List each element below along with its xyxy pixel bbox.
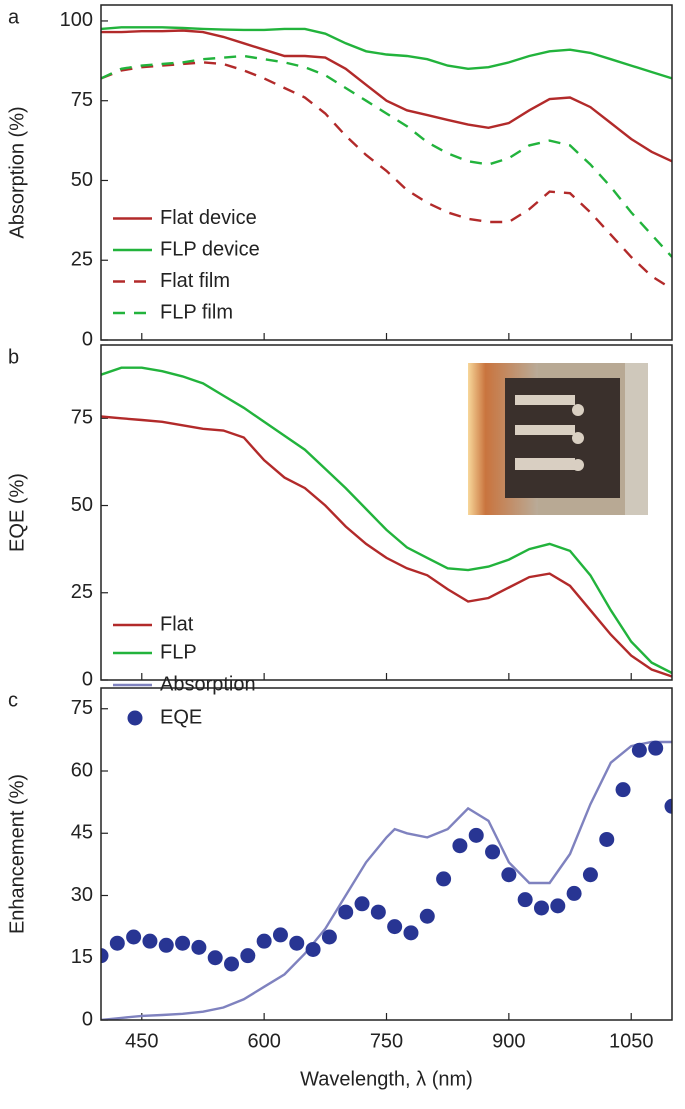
x-tick-label: 750: [370, 1030, 403, 1052]
data-point: [648, 740, 664, 756]
data-point: [126, 929, 142, 945]
data-point: [533, 900, 549, 916]
data-point: [501, 867, 517, 883]
data-point: [582, 867, 598, 883]
data-point: [240, 948, 256, 964]
legend-label: FLP: [160, 641, 197, 663]
data-point: [452, 838, 468, 854]
y-axis-label: EQE (%): [6, 473, 28, 552]
x-tick-label: 600: [247, 1030, 280, 1052]
y-tick-label: 25: [71, 581, 93, 603]
data-point: [599, 831, 615, 847]
y-axis-label: Absorption (%): [6, 106, 28, 238]
y-tick-label: 75: [71, 407, 93, 429]
legend-label: Absorption: [160, 673, 256, 695]
legend-label: FLP film: [160, 301, 233, 323]
data-line: [101, 61, 672, 291]
y-tick-label: 50: [71, 169, 93, 191]
data-point: [305, 941, 321, 957]
data-point: [615, 782, 631, 798]
x-tick-label: 1050: [609, 1030, 654, 1052]
data-point: [142, 933, 158, 949]
y-tick-label: 30: [71, 884, 93, 906]
data-point: [289, 935, 305, 951]
x-axis-label: Wavelength, λ (nm): [300, 1068, 473, 1090]
data-point: [256, 933, 272, 949]
y-tick-label: 0: [82, 668, 93, 690]
data-point: [485, 844, 501, 860]
y-tick-label: 60: [71, 759, 93, 781]
y-tick-label: 75: [71, 697, 93, 719]
x-tick-label: 450: [125, 1030, 158, 1052]
data-point: [207, 950, 223, 966]
legend-label: Flat: [160, 613, 194, 635]
data-point: [101, 948, 109, 964]
data-point: [468, 827, 484, 843]
legend-label: Flat film: [160, 270, 230, 292]
panel-label: c: [8, 689, 18, 711]
y-tick-label: 15: [71, 946, 93, 968]
data-point: [403, 925, 419, 941]
data-point: [517, 892, 533, 908]
inset-photo: [468, 363, 648, 515]
data-point: [191, 939, 207, 955]
data-point: [272, 927, 288, 943]
y-axis-label: Enhancement (%): [6, 774, 28, 934]
legend-label: FLP device: [160, 238, 260, 260]
y-tick-label: 45: [71, 822, 93, 844]
panel-label: b: [8, 346, 19, 368]
data-point: [338, 904, 354, 920]
y-tick-label: 100: [60, 9, 93, 31]
y-tick-label: 75: [71, 89, 93, 111]
panel-label: a: [8, 6, 20, 28]
plot-frame: [100, 687, 673, 1021]
data-line: [101, 54, 672, 258]
y-tick-label: 25: [71, 249, 93, 271]
data-point: [419, 908, 435, 924]
data-line: [101, 740, 672, 1020]
data-point: [109, 935, 125, 951]
legend-label: Flat device: [160, 207, 257, 229]
data-point: [224, 956, 240, 972]
data-point: [664, 798, 672, 814]
data-point: [387, 919, 403, 935]
data-line: [101, 26, 672, 80]
plot-frame: [100, 4, 673, 341]
y-tick-label: 0: [82, 328, 93, 350]
data-point: [550, 898, 566, 914]
plot-area: [101, 366, 672, 678]
plot-area: [101, 740, 672, 1020]
data-line: [101, 29, 672, 163]
plot-area: [101, 26, 672, 291]
data-point: [158, 937, 174, 953]
data-line: [101, 366, 672, 675]
data-point: [321, 929, 337, 945]
legend-marker: [127, 710, 143, 726]
data-point: [354, 896, 370, 912]
data-point: [566, 885, 582, 901]
data-point: [175, 935, 191, 951]
plot-frame: [100, 344, 673, 681]
y-tick-label: 0: [82, 1008, 93, 1030]
data-point: [436, 871, 452, 887]
x-tick-label: 900: [492, 1030, 525, 1052]
y-tick-label: 50: [71, 494, 93, 516]
data-point: [631, 742, 647, 758]
legend-label: EQE: [160, 706, 202, 728]
data-line: [101, 415, 672, 678]
data-point: [370, 904, 386, 920]
